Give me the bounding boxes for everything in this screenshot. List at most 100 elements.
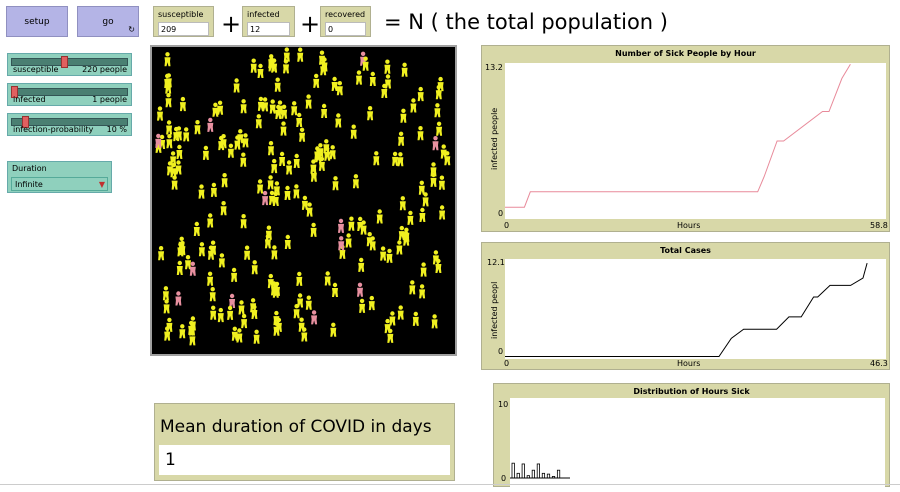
susceptible-person — [401, 62, 408, 77]
susceptible-person — [397, 152, 404, 167]
susceptible-person — [330, 322, 337, 337]
susceptible-person — [183, 127, 190, 142]
plot-title: Total Cases — [660, 246, 711, 255]
slider-handle[interactable] — [11, 86, 18, 98]
population-equation: = N ( the total population ) — [384, 10, 668, 34]
susceptible-person — [202, 145, 209, 160]
susceptible-person — [323, 139, 330, 154]
histogram-bar — [511, 462, 515, 479]
susceptible-person — [398, 225, 405, 241]
susceptible-person — [165, 93, 172, 108]
world-view[interactable] — [150, 45, 457, 356]
susceptible-person — [240, 214, 247, 229]
susceptible-person — [167, 161, 173, 176]
bottom-divider — [0, 484, 900, 485]
susceptible-person — [236, 328, 243, 343]
sick-plot: Number of Sick People by Hour infected p… — [481, 45, 890, 232]
susceptible-person — [373, 151, 380, 166]
susceptible-person — [227, 143, 234, 158]
susceptible-person — [275, 104, 282, 119]
susceptible-person — [367, 106, 374, 121]
infected-person — [432, 136, 439, 151]
susceptible-person — [324, 146, 331, 161]
susceptible-person — [434, 103, 441, 118]
setup-button[interactable]: setup — [6, 6, 68, 37]
susceptible-person — [250, 58, 257, 73]
go-button-label: go — [102, 16, 114, 27]
chooser-selected[interactable]: Infinite — [11, 177, 108, 191]
susceptible-person — [329, 145, 336, 160]
histogram-bar — [526, 475, 530, 479]
susceptible-person — [331, 76, 338, 91]
mean-duration-label: Mean duration of COVID in days — [160, 417, 432, 437]
plot-xmin: 0 — [504, 359, 510, 368]
susceptible-person — [313, 73, 320, 88]
susceptible-person — [218, 253, 225, 268]
susceptible-person — [257, 63, 264, 78]
susceptible-person — [178, 236, 185, 251]
susceptible-person — [412, 311, 419, 326]
susceptible-person — [409, 280, 416, 295]
infected-person — [207, 117, 214, 132]
susceptible-person — [274, 77, 281, 92]
infected-person — [155, 133, 162, 148]
plot-area — [505, 259, 886, 359]
slider-name: infection-probability — [13, 125, 94, 134]
susceptible-person — [273, 181, 280, 196]
sick-plot-svg — [505, 63, 851, 208]
susceptible-person — [376, 209, 383, 224]
infection-probability-slider[interactable]: infection-probability 10 % — [7, 113, 132, 136]
infected-slider[interactable]: infected 1 people — [7, 83, 132, 106]
susceptible-person — [293, 184, 300, 199]
susceptible-person — [269, 190, 275, 205]
slider-handle[interactable] — [22, 116, 30, 128]
susceptible-person — [297, 293, 304, 308]
susceptible-person — [350, 124, 357, 139]
susceptible-person — [198, 242, 205, 257]
down-triangle-icon[interactable]: ▼ — [98, 180, 105, 189]
infected-monitor-value: 12 — [247, 22, 290, 36]
go-button[interactable]: go ↻ — [77, 6, 139, 37]
susceptible-person — [166, 120, 173, 135]
susceptible-person — [240, 152, 247, 167]
infected-person — [262, 190, 269, 206]
slider-handle[interactable] — [61, 56, 69, 68]
plot-xlabel: Hours — [677, 221, 701, 230]
duration-chooser[interactable]: Duration Infinite ▼ — [7, 161, 112, 193]
plot-ymin: 0 — [498, 209, 504, 218]
plot-xmax: 58.8 — [870, 221, 888, 230]
susceptible-person — [335, 113, 342, 128]
susceptible-person — [233, 78, 240, 93]
susceptible-person — [227, 305, 234, 320]
infected-person — [311, 310, 318, 325]
susceptible-person — [291, 101, 298, 116]
susceptible-person — [419, 284, 426, 299]
susceptible-person — [332, 282, 338, 297]
susceptible-person — [435, 85, 442, 100]
histogram-bar — [516, 472, 520, 479]
mean-duration-monitor: Mean duration of COVID in days 1 — [154, 403, 455, 481]
susceptible-person — [396, 240, 403, 255]
susceptible-person — [217, 307, 224, 323]
slider-name: susceptible — [13, 65, 59, 74]
susceptible-person — [268, 141, 274, 156]
susceptible-person — [279, 151, 286, 166]
susceptible-person — [418, 180, 425, 195]
susceptible-person — [210, 240, 217, 255]
susceptible-person — [324, 271, 331, 286]
susceptible-person — [384, 318, 391, 334]
susceptible-slider[interactable]: susceptible 220 people — [7, 53, 132, 76]
infected-person — [338, 236, 345, 251]
susceptible-person — [438, 175, 445, 190]
susceptible-person — [319, 50, 325, 65]
susceptible-person — [310, 222, 317, 237]
plot-title: Number of Sick People by Hour — [615, 49, 756, 58]
histogram-bar — [521, 463, 525, 479]
infected-person — [338, 218, 344, 233]
susceptible-person — [271, 245, 278, 260]
chooser-name: Duration — [12, 164, 47, 173]
infected-monitor-label: infected — [247, 10, 280, 19]
susceptible-monitor-label: susceptible — [158, 10, 204, 19]
histogram-bar — [541, 472, 546, 479]
susceptible-person — [317, 143, 324, 158]
